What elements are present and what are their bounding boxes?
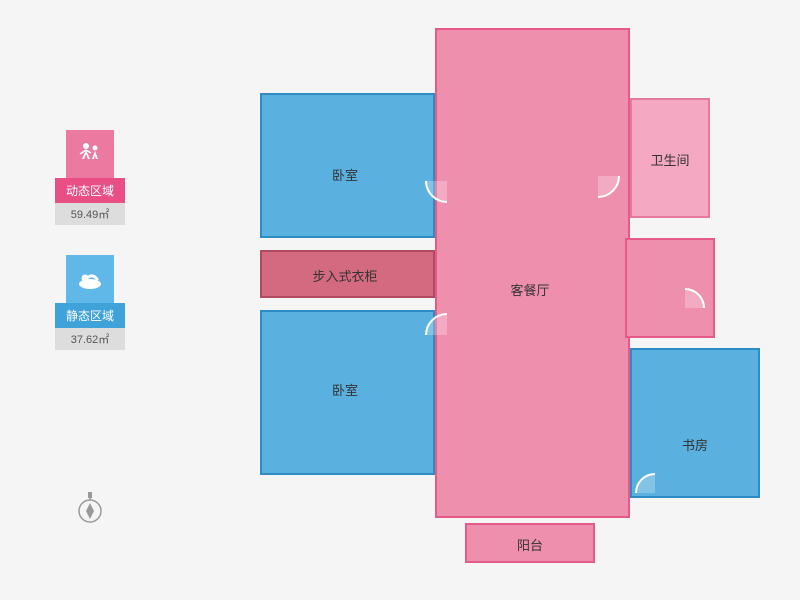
legend-dynamic-title: 动态区域: [55, 178, 125, 203]
legend: 动态区域 59.49㎡ 静态区域 37.62㎡: [55, 130, 125, 380]
compass-icon: [75, 490, 105, 531]
room-closet: [260, 250, 435, 298]
room-bedroom1: [260, 93, 435, 238]
floorplan: 客餐厅卧室步入式衣柜卧室卫生间书房阳台: [230, 28, 760, 568]
room-living: [435, 28, 630, 518]
legend-dynamic: 动态区域 59.49㎡: [55, 130, 125, 225]
room-balcony: [465, 523, 595, 563]
legend-dynamic-value: 59.49㎡: [55, 203, 125, 225]
people-icon: [66, 130, 114, 178]
room-bathroom: [630, 98, 710, 218]
room-living: [625, 238, 715, 338]
legend-static: 静态区域 37.62㎡: [55, 255, 125, 350]
room-bedroom2: [260, 310, 435, 475]
rest-icon: [66, 255, 114, 303]
legend-static-value: 37.62㎡: [55, 328, 125, 350]
legend-static-title: 静态区域: [55, 303, 125, 328]
